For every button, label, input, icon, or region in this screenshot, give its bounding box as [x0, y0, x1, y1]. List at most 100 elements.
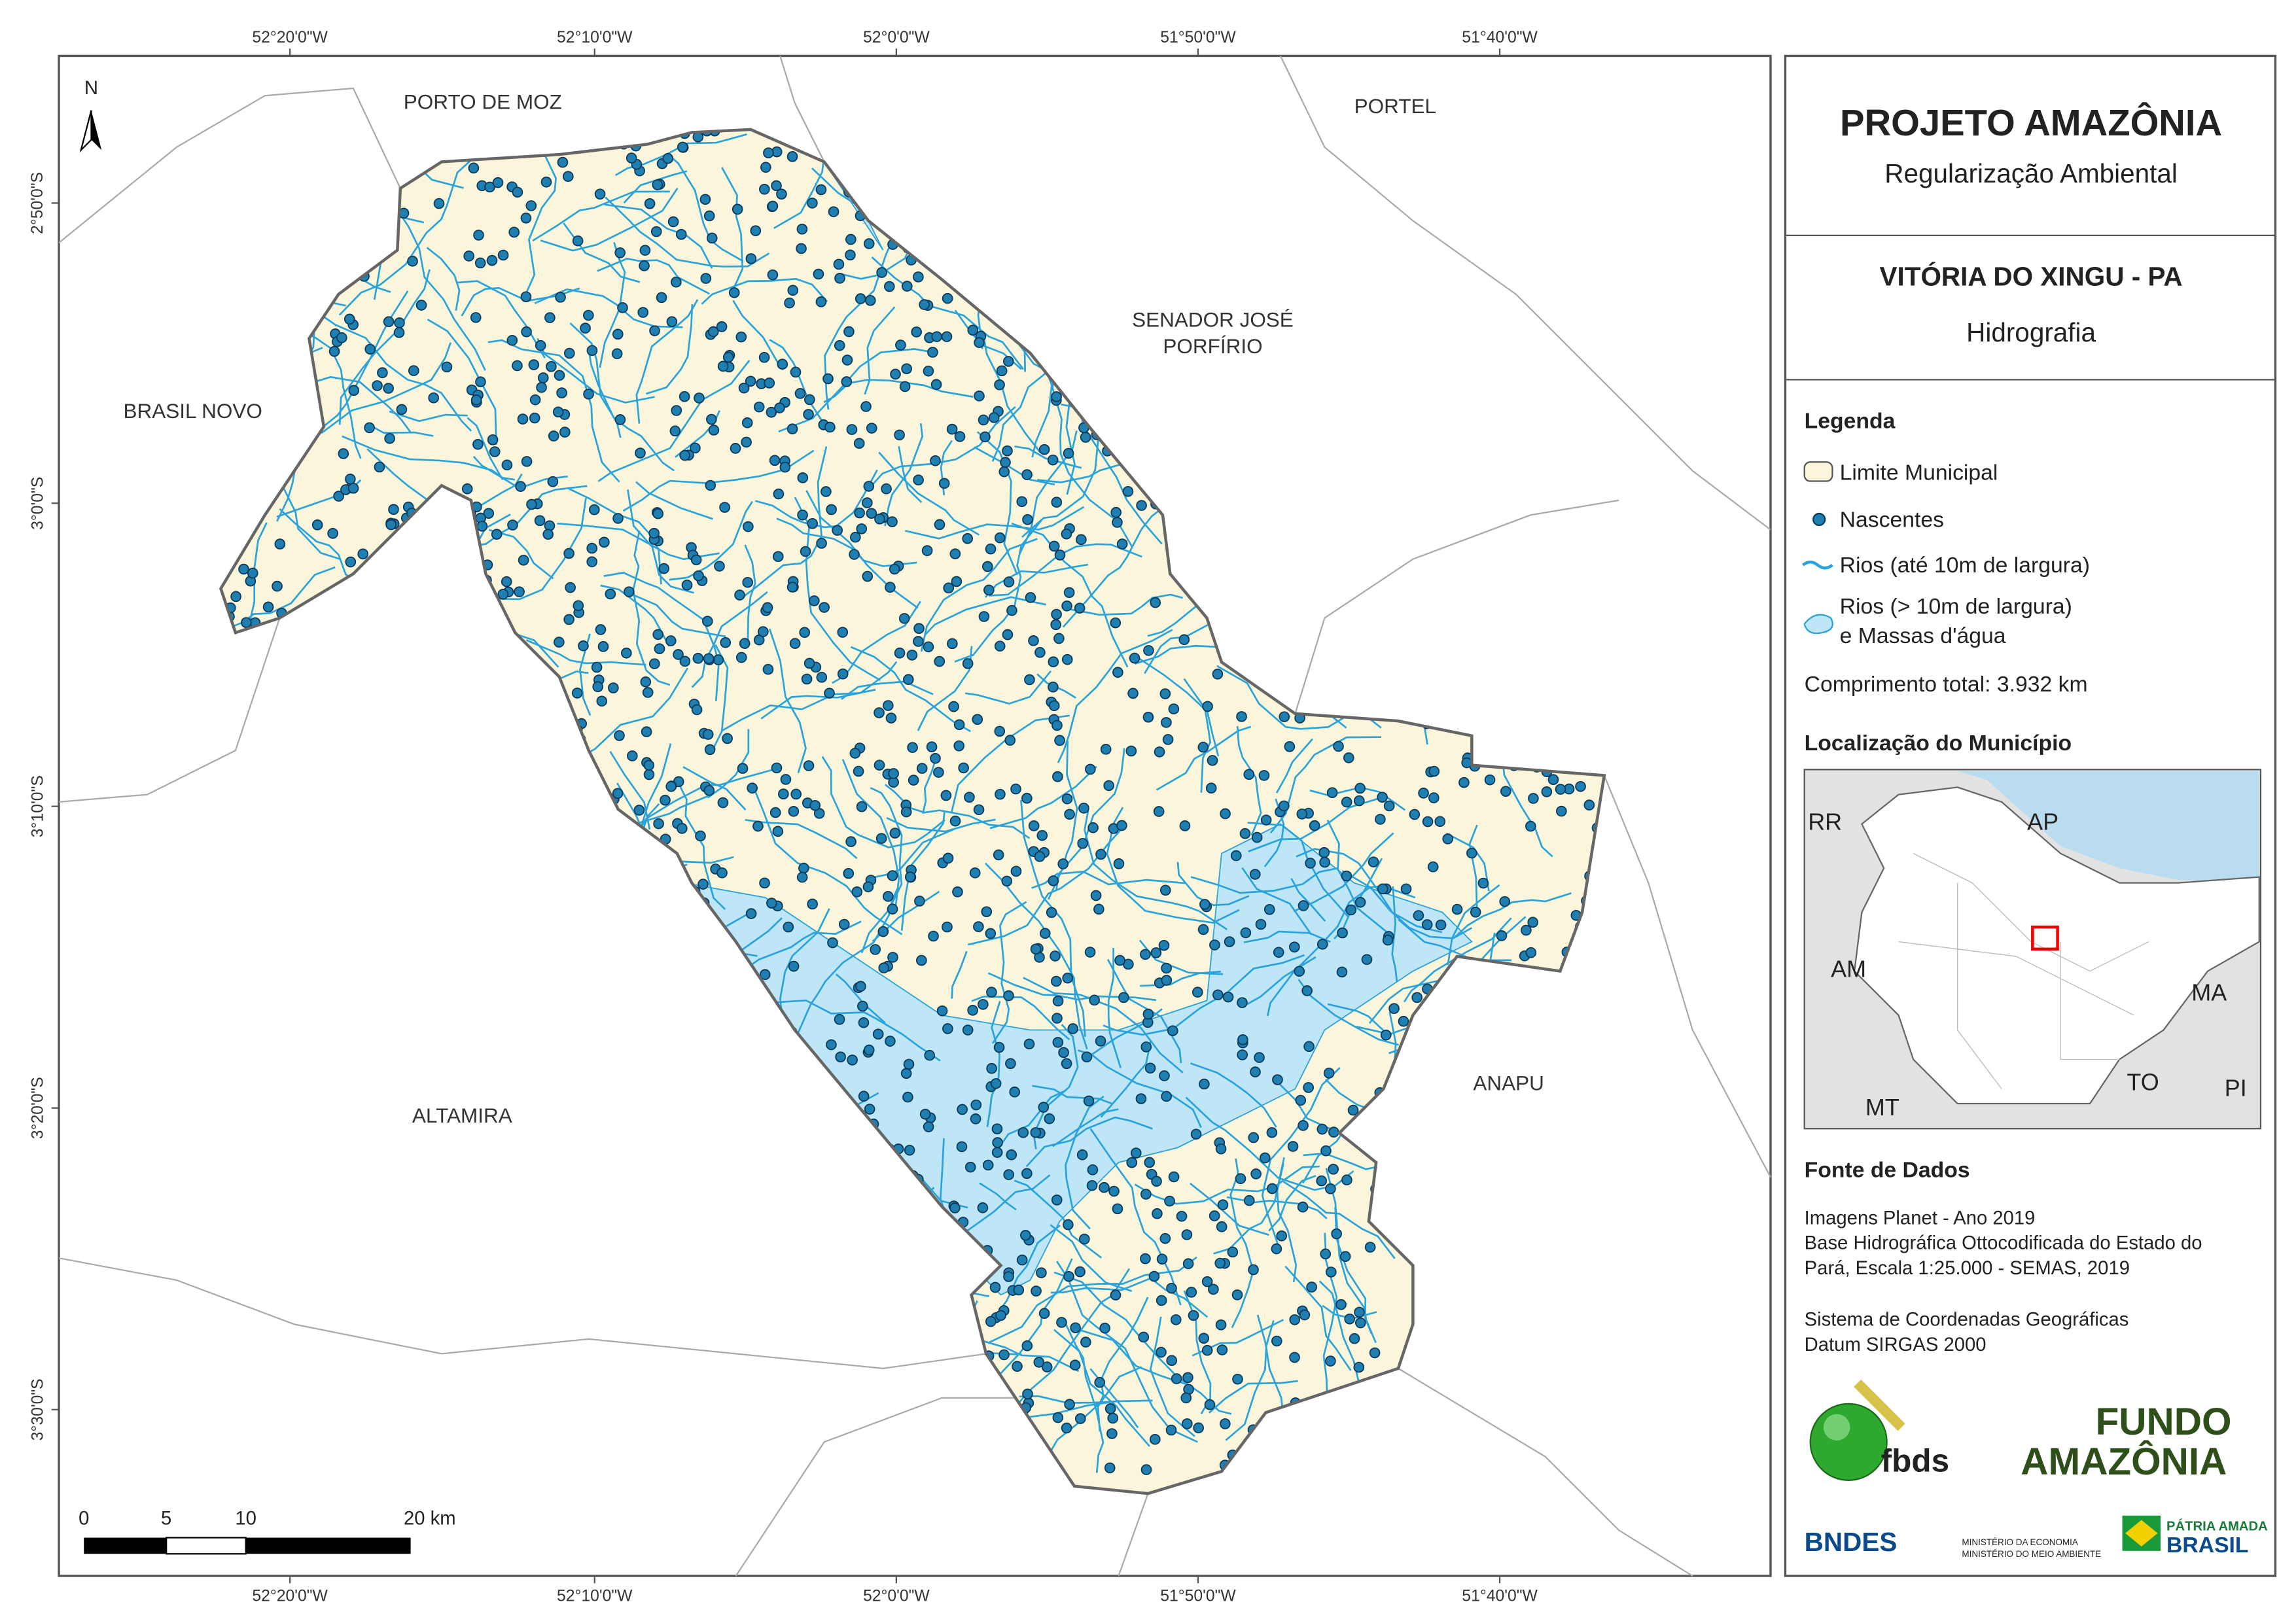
spring: [1168, 703, 1180, 715]
river: [1100, 1040, 1152, 1118]
spring: [1207, 755, 1218, 766]
spring: [1110, 1289, 1122, 1300]
spring: [596, 695, 608, 707]
spring: [1556, 805, 1567, 817]
spring: [1009, 1086, 1021, 1098]
river: [1293, 832, 1394, 913]
spring: [816, 672, 828, 683]
spring: [1521, 924, 1532, 936]
spring: [656, 292, 667, 304]
spring: [374, 461, 385, 473]
spring: [993, 1041, 1005, 1053]
spring: [1054, 550, 1066, 561]
river: [1447, 884, 1500, 966]
logo-text: MINISTÉRIO DO MEIO AMBIENTE: [1962, 1549, 2101, 1559]
river: [1275, 738, 1313, 794]
latitude-label: 2°50'0"S: [29, 172, 46, 234]
source-line: Datum SIRGAS 2000: [1805, 1335, 1987, 1355]
spring: [742, 576, 754, 588]
river: [760, 661, 898, 720]
river: [1318, 1280, 1366, 1410]
spring: [1103, 780, 1114, 792]
spring: [974, 390, 985, 402]
spring: [1159, 1232, 1171, 1244]
spring: [717, 360, 729, 372]
spring: [786, 151, 798, 162]
spring: [535, 340, 546, 351]
spring: [1323, 1068, 1335, 1079]
spring: [906, 650, 918, 661]
spring: [1237, 1049, 1248, 1060]
spring: [578, 640, 589, 652]
spring: [815, 296, 827, 307]
spring: [396, 404, 408, 415]
spring: [722, 351, 734, 363]
spring: [1182, 1258, 1194, 1270]
spring: [653, 818, 664, 829]
spring: [822, 373, 834, 385]
spring: [991, 1123, 1003, 1135]
latitude-label: 3°0'0"S: [29, 477, 46, 530]
spring: [1271, 1335, 1282, 1347]
spring: [1070, 1322, 1081, 1334]
longitude-label: 51°40'0"W: [1462, 29, 1538, 46]
river: [1014, 445, 1082, 469]
river: [1468, 824, 1478, 912]
spring: [1328, 1126, 1339, 1138]
river: [733, 920, 862, 978]
spring: [1217, 1199, 1229, 1211]
spring: [348, 385, 360, 396]
spring: [1364, 1242, 1376, 1253]
municipality-name: VITÓRIA DO XINGU - PA: [1880, 261, 2183, 291]
spring: [690, 442, 701, 454]
spring: [1156, 1295, 1167, 1306]
river: [1057, 629, 1173, 763]
spring: [540, 176, 552, 188]
spring: [799, 627, 811, 638]
spring: [641, 726, 652, 737]
spring: [1369, 1347, 1381, 1359]
spring: [470, 312, 482, 323]
spring: [977, 1202, 989, 1213]
river: [860, 787, 903, 954]
legend-label: Rios (> 10m de largura): [1840, 594, 2072, 619]
spring: [803, 760, 815, 771]
spring: [1152, 1208, 1163, 1219]
north-label: N: [84, 78, 98, 99]
longitude-label: 52°10'0"W: [557, 29, 633, 46]
spring: [978, 414, 989, 426]
spring: [1003, 990, 1014, 1002]
spring: [671, 276, 682, 288]
spring: [1295, 1094, 1307, 1106]
spring: [1094, 1376, 1106, 1388]
spring: [681, 580, 693, 591]
river: [1446, 832, 1490, 892]
river: [1322, 1232, 1338, 1423]
river: [427, 319, 497, 445]
spring: [1288, 941, 1300, 952]
spring: [885, 582, 896, 593]
spring: [1166, 1282, 1177, 1294]
spring: [847, 1055, 858, 1066]
spring: [994, 379, 1005, 391]
spring: [1064, 1399, 1075, 1410]
spring: [837, 668, 849, 680]
spring: [1279, 711, 1290, 722]
longitude-label: 52°0'0"W: [863, 29, 930, 46]
spring: [1248, 1264, 1259, 1276]
spring: [1010, 865, 1022, 877]
spring: [626, 152, 637, 164]
spring: [544, 312, 556, 323]
spring: [1499, 896, 1511, 907]
river: [1243, 930, 1331, 943]
spring: [948, 701, 959, 712]
spring: [851, 886, 863, 898]
spring: [1227, 1246, 1239, 1258]
river: [221, 566, 336, 673]
spring: [930, 752, 941, 764]
spring: [1142, 711, 1154, 723]
spring: [648, 527, 660, 539]
spring: [978, 611, 990, 622]
spring: [796, 223, 808, 235]
